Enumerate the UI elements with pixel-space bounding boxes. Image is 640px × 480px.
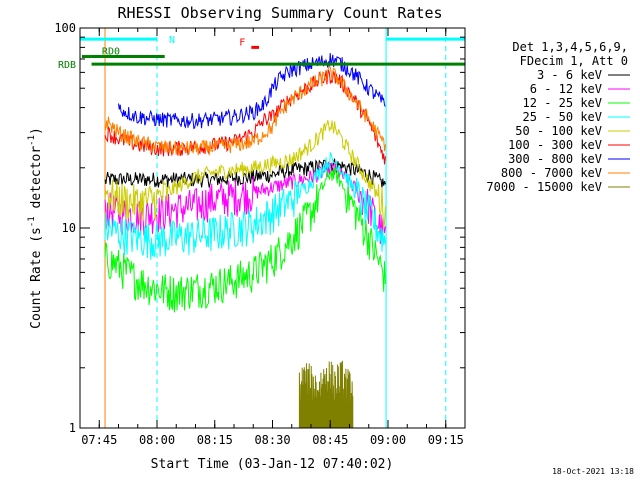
y-axis-ticks: 1 10 100 [54,21,465,435]
legend: Det 1,3,4,5,6,9, FDecim 1, Att 0 3 - 6 k… [486,40,630,194]
series-line-3-6-kev [104,158,386,189]
legend-header-1: Det 1,3,4,5,6,9, [512,40,628,54]
y-tick-label-100: 100 [54,21,76,35]
legend-label-6-12-kev: 6 - 12 keV [530,82,602,96]
legend-label-800-7000-kev: 800 - 7000 keV [501,166,602,180]
y-axis-label-main: Count Rate (s [29,227,44,329]
y-axis-label: Count Rate (s-1 detector-1) [27,127,44,329]
legend-label-100-300-kev: 100 - 300 keV [508,138,602,152]
x-tick-label-09-00: 09:00 [370,433,406,447]
legend-label-12-25-kev: 12 - 25 keV [523,96,602,110]
footer-timestamp: 18-Oct-2021 13:18 [552,467,634,476]
annotation-label-f: F [239,37,245,48]
annotation-label-rd0: RD0 [102,47,120,58]
chart-title: RHESSI Observing Summary Count Rates [117,4,442,22]
y-axis-label-end: ) [29,127,44,135]
series-line-7000-15000-kev [298,360,354,428]
series-line-25-50-kev [104,151,386,260]
y-tick-label-10: 10 [62,221,76,235]
y-axis-label-sup2: -1 [27,135,37,146]
x-axis-ticks: 07:45 08:00 08:15 08:30 08:45 09:00 09:15 [79,28,466,447]
legend-label-7000-15000-kev: 7000 - 15000 keV [486,180,602,194]
legend-label-300-800-kev: 300 - 800 keV [508,152,602,166]
legend-label-50-100-kev: 50 - 100 keV [515,124,602,138]
x-tick-label-07-45: 07:45 [81,433,117,447]
x-tick-label-08-45: 08:45 [312,433,348,447]
series-line-800-7000-kev [104,65,386,156]
x-tick-label-09-15: 09:15 [428,433,464,447]
series-line-12-25-kev [104,166,386,313]
x-axis-label: Start Time (03-Jan-12 07:40:02) [151,457,394,472]
x-tick-label-08-00: 08:00 [139,433,175,447]
annotation-label-rdb: RDB [58,60,76,71]
x-tick-label-08-15: 08:15 [197,433,233,447]
legend-label-25-50-kev: 25 - 50 keV [523,110,602,124]
y-axis-label-sup1: -1 [27,216,37,227]
plot-area: RD0 RDB N F [58,28,465,428]
annotation-label-n: N [169,35,175,46]
legend-header-2: FDecim 1, Att 0 [520,54,628,68]
y-axis-label-mid: detector [29,146,44,217]
series-line-50-100-kev [104,120,386,228]
x-tick-label-08-30: 08:30 [254,433,290,447]
legend-label-3-6-kev: 3 - 6 keV [537,68,602,82]
y-tick-label-1: 1 [69,421,76,435]
